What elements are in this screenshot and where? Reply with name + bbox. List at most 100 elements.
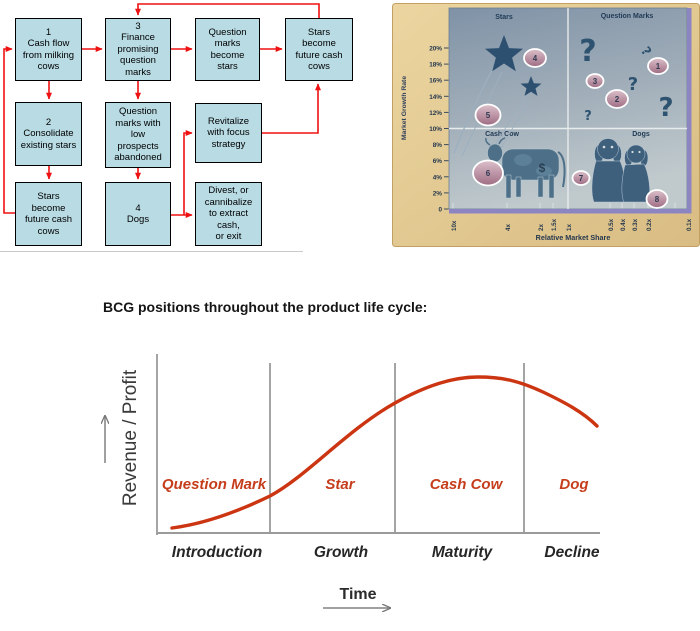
matrix-y-axis-title: Market Growth Rate xyxy=(401,76,408,140)
flow-arrow-set xyxy=(3,3,321,218)
bubble-7: 7 xyxy=(571,170,591,186)
flow-box-dogs: 4 Dogs xyxy=(105,182,171,246)
y-tick-label: 0 xyxy=(438,207,442,214)
y-axis-labels: 20% 18% 16% 14% 12% 10% 8% 6% 4% 2% 0 xyxy=(429,46,442,214)
label-growth: Growth xyxy=(314,544,368,561)
bubble-8: 8 xyxy=(645,189,669,209)
x-tick-label: 0.1x xyxy=(686,218,693,231)
arrow-b6-b7 xyxy=(262,83,321,134)
label-decline: Decline xyxy=(544,544,600,561)
label-cash-cow: Cash Cow xyxy=(430,476,504,493)
matrix-bottom-edge xyxy=(449,209,692,214)
star-icon xyxy=(485,35,523,72)
y-tick-label: 18% xyxy=(429,62,442,69)
bcg-strategy-flowchart: 1 Cash flow from milking cows 3 Finance … xyxy=(0,0,390,250)
bubble-3: 3 xyxy=(585,73,605,89)
y-tick-label: 6% xyxy=(433,158,443,165)
bubble-number: 4 xyxy=(533,54,538,63)
y-tick-label: 8% xyxy=(433,142,443,149)
life-cycle-title: BCG positions throughout the product lif… xyxy=(103,299,428,315)
x-tick-label: 0.2x xyxy=(646,218,653,231)
flow-box-number: 4 xyxy=(135,202,141,214)
arrow-b9-b6 xyxy=(183,130,193,215)
flow-box-number: 1 xyxy=(45,26,52,38)
y-tick-label: 20% xyxy=(429,46,442,53)
label-dog: Dog xyxy=(559,476,588,493)
flow-box-label: Question marks with low prospects abando… xyxy=(114,106,162,164)
matrix-x-axis-title: Relative Market Share xyxy=(536,233,611,242)
question-mark-icon: ? xyxy=(628,74,638,95)
bubble-4: 4 xyxy=(523,48,547,68)
bubble-1: 1 xyxy=(647,57,669,75)
flow-box-divest: Divest, or cannibalize to extract cash, … xyxy=(195,182,262,246)
bcg-matrix-image: 20% 18% 16% 14% 12% 10% 8% 6% 4% 2% 0 10… xyxy=(392,3,700,247)
flow-box-label: Dogs xyxy=(126,214,150,225)
quadrant-title-dogs: Dogs xyxy=(632,131,650,138)
label-question-mark: Question Mark xyxy=(162,476,267,493)
section-divider xyxy=(0,251,303,252)
y-tick-label: 14% xyxy=(429,94,442,101)
flow-box-stars-become-cows-top: Stars become future cash cows xyxy=(285,18,353,81)
bcg-position-labels: Question Mark Star Cash Cow Dog xyxy=(162,476,589,493)
phase-labels: Introduction Growth Maturity Decline xyxy=(172,544,600,561)
bubble-number: 2 xyxy=(615,95,620,104)
bubble-number: 6 xyxy=(486,169,491,178)
y-tick-label: 16% xyxy=(429,78,442,85)
question-mark-icon: ? xyxy=(584,109,592,124)
arrow-b7-b3-feedback xyxy=(135,3,320,18)
flow-box-label: Question marks become stars xyxy=(208,26,247,73)
life-cycle-chart: Revenue / Profit Question Mark Star Cash… xyxy=(95,354,600,620)
y-tick-label: 4% xyxy=(433,174,443,181)
y-tick-label: 2% xyxy=(433,190,443,197)
flow-box-qm-become-stars: Question marks become stars xyxy=(195,18,260,81)
flow-box-label: Divest, or cannibalize to extract cash, … xyxy=(204,185,253,243)
flow-box-cash-flow: 1 Cash flow from milking cows xyxy=(15,18,82,81)
question-mark-icon: ? xyxy=(579,34,596,69)
revenue-curve xyxy=(170,375,599,530)
bubble-number: 5 xyxy=(486,111,491,120)
label-star: Star xyxy=(325,476,355,493)
quadrant-title-stars: Stars xyxy=(495,14,513,21)
x-tick-label: 2x xyxy=(538,224,545,231)
dogs-icon xyxy=(591,138,651,203)
x-tick-label: 0.5x xyxy=(608,218,615,231)
x-tick-label: 10x xyxy=(451,220,458,231)
bubble-5: 5 xyxy=(474,103,502,127)
bubble-6: 6 xyxy=(472,159,504,187)
cow-icon xyxy=(485,137,566,199)
x-tick-label: 0.3x xyxy=(632,218,639,231)
dollar-sign-on-cow: $ xyxy=(539,161,546,175)
bubble-number: 3 xyxy=(593,77,598,86)
flow-box-label: Revitalize with focus strategy xyxy=(207,115,250,150)
star-icon xyxy=(520,76,542,96)
y-tick-label: 10% xyxy=(429,126,442,133)
flow-box-label: Stars become future cash cows xyxy=(25,191,72,237)
y-tick-label: 12% xyxy=(429,110,442,117)
x-tick-label: 4x xyxy=(505,224,512,231)
flow-box-stars-become-cows-bottom: Stars become future cash cows xyxy=(15,182,82,246)
x-axis-labels: 10x 4x 2x 1.5x 1x 0.5x 0.4x 0.3x 0.2x 0.… xyxy=(451,218,693,231)
quadrant-title-question-marks: Question Marks xyxy=(601,13,654,20)
flow-box-label: Finance promising question marks xyxy=(117,32,159,78)
question-mark-icon: ? xyxy=(658,93,673,123)
flow-box-label: Stars become future cash cows xyxy=(295,26,343,73)
quadrant-title-cash-cow: Cash Cow xyxy=(485,131,519,138)
matrix-bubbles: 1 2 3 4 5 6 7 xyxy=(472,48,669,209)
matrix-right-edge xyxy=(687,8,692,213)
bubble-number: 1 xyxy=(656,62,661,71)
flow-box-qm-abandoned: Question marks with low prospects abando… xyxy=(105,102,171,168)
flow-box-consolidate-stars: 2 Consolidate existing stars xyxy=(15,102,82,166)
flowchart-arrows xyxy=(3,3,321,218)
bubble-2: 2 xyxy=(605,89,629,109)
label-maturity: Maturity xyxy=(432,544,494,561)
x-tick-label: 0.4x xyxy=(620,218,627,231)
x-tick-label: 1x xyxy=(566,224,573,231)
lc-x-axis-label: Time xyxy=(339,586,376,603)
flow-box-number: 2 xyxy=(45,116,52,128)
lc-y-axis-label: Revenue / Profit xyxy=(120,369,141,506)
bubble-number: 7 xyxy=(579,174,584,183)
flow-box-finance-question-marks: 3 Finance promising question marks xyxy=(105,18,171,81)
bubble-number: 8 xyxy=(655,195,660,204)
flow-box-label: Cash flow from milking cows xyxy=(22,38,75,72)
